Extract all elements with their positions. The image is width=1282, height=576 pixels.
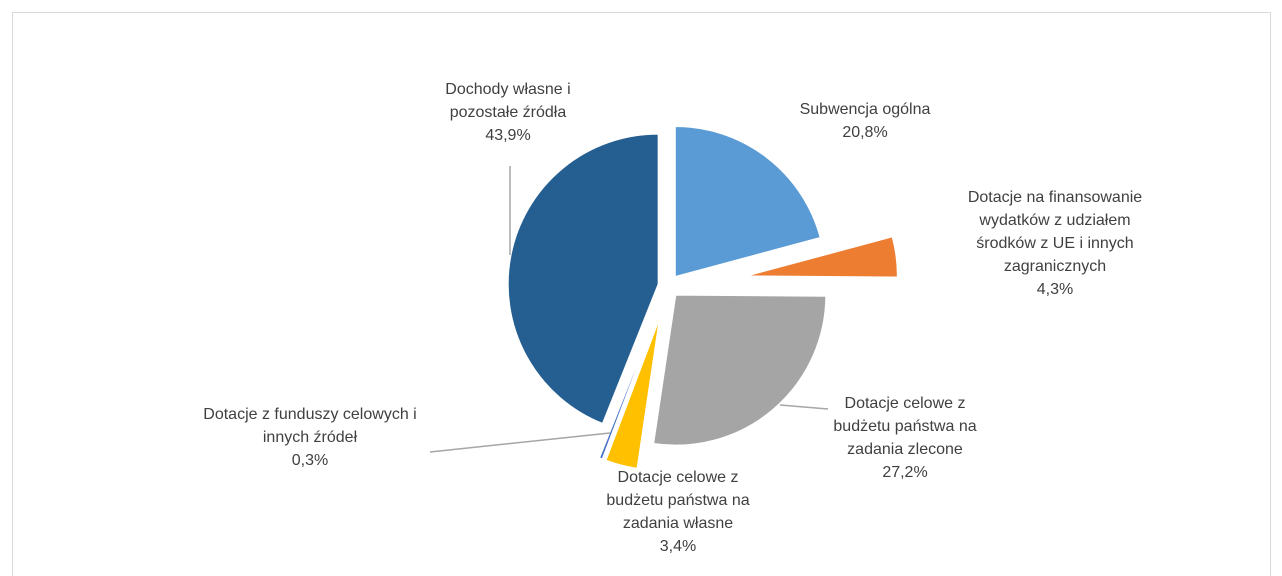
leader-line bbox=[429, 432, 611, 453]
pie-slice bbox=[598, 318, 656, 460]
category-label: Dotacje celowe z budżetu państwa na zada… bbox=[606, 469, 750, 532]
data-label: Dotacje celowe z budżetu państwa na zada… bbox=[598, 466, 758, 558]
category-label: Dotacje z funduszy celowych i innych źró… bbox=[203, 406, 417, 446]
pie-slice bbox=[674, 125, 821, 278]
category-label: Dotacje na finansowanie wydatków z udzia… bbox=[967, 189, 1143, 275]
pie-slice bbox=[507, 133, 659, 425]
data-label: Subwencja ogólna 20,8% bbox=[765, 98, 965, 144]
value-label: 20,8% bbox=[842, 124, 888, 141]
category-label: Dotacje celowe z budżetu państwa na zada… bbox=[833, 395, 977, 458]
category-label: Subwencja ogólna bbox=[799, 101, 931, 118]
data-label: Dochody własne i pozostałe źródła 43,9% bbox=[428, 78, 588, 147]
data-label: Dotacje celowe z budżetu państwa na zada… bbox=[825, 392, 985, 484]
data-label: Dotacje z funduszy celowych i innych źró… bbox=[200, 403, 420, 472]
value-label: 4,3% bbox=[1036, 281, 1074, 298]
value-label: 3,4% bbox=[659, 538, 697, 555]
value-label: 43,9% bbox=[485, 127, 531, 144]
leader-line bbox=[779, 404, 829, 410]
pie-slice bbox=[605, 319, 660, 469]
category-label: Dochody własne i pozostałe źródła bbox=[445, 81, 571, 121]
pie-slice bbox=[747, 236, 898, 278]
pie-slice bbox=[653, 294, 827, 446]
value-label: 0,3% bbox=[291, 452, 329, 469]
value-label: 27,2% bbox=[882, 464, 928, 481]
data-label: Dotacje na finansowanie wydatków z udzia… bbox=[960, 186, 1150, 301]
